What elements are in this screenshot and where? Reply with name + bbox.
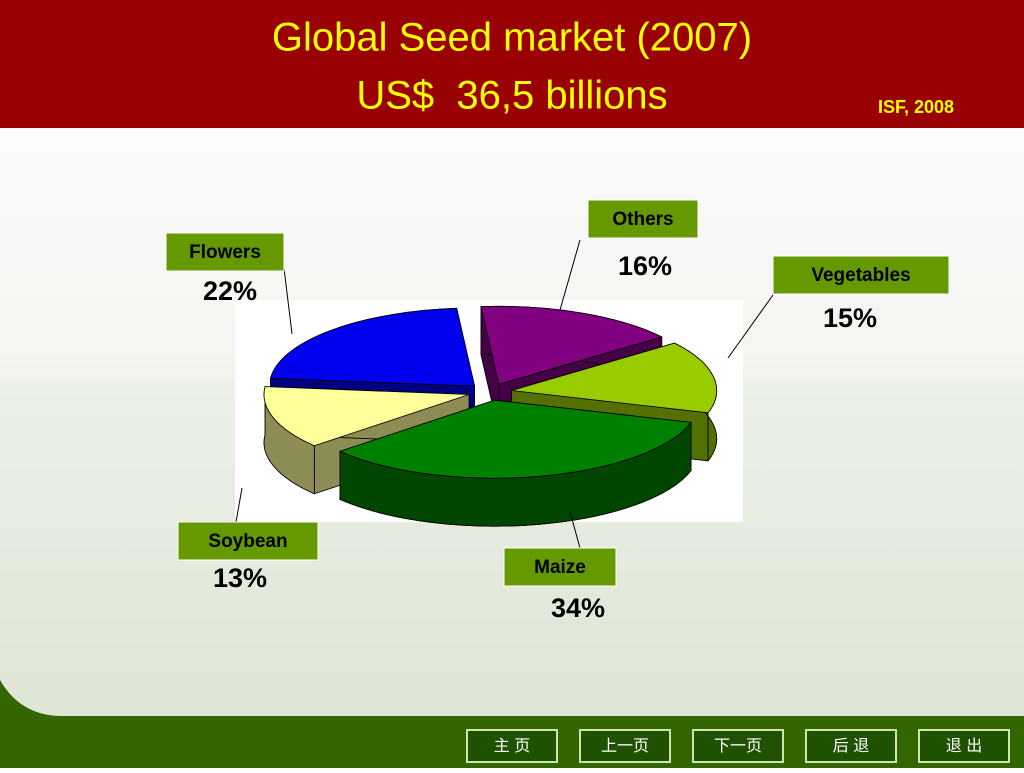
- nav-button-label[interactable]: 下一页: [714, 738, 762, 755]
- category-label: Flowers: [189, 242, 261, 263]
- nav-button[interactable]: 主 页: [466, 729, 558, 763]
- label-box: [165, 232, 285, 272]
- chart-subtitle: US$ 36,5 billions: [356, 74, 667, 118]
- leader-line: [235, 487, 243, 523]
- slice: [263, 386, 470, 447]
- source: ISF, 2008: [878, 97, 954, 117]
- header: [0, 0, 1024, 128]
- labels: Others 16% Vegetables 15% Maize 34% Soybean 13%…: [165, 199, 950, 623]
- nav-button-bg[interactable]: [579, 729, 671, 763]
- label-box: [503, 547, 617, 587]
- nav-button-bg[interactable]: [466, 729, 558, 763]
- slice: [511, 342, 718, 414]
- slice: [338, 399, 692, 479]
- leader-line: [283, 267, 293, 335]
- category-label: Maize: [534, 557, 586, 578]
- nav-button-bg[interactable]: [805, 729, 897, 763]
- nav-button-label[interactable]: 后 退: [833, 737, 869, 755]
- label-box: [177, 521, 319, 561]
- leader-line: [559, 239, 581, 311]
- pie: [263, 305, 718, 527]
- value-label: 15%: [823, 303, 877, 333]
- leader-line: [569, 511, 581, 549]
- nav-button-bg[interactable]: [918, 729, 1010, 763]
- label-box: [772, 255, 950, 295]
- label-box: [587, 199, 699, 239]
- nav-button-label[interactable]: 主 页: [494, 737, 530, 755]
- category-label: Soybean: [208, 531, 287, 552]
- nav-button-bg[interactable]: [692, 729, 784, 763]
- value-label: 16%: [618, 251, 672, 281]
- chart-title: Global Seed market (2007): [272, 16, 752, 60]
- nav-button-label[interactable]: 退 出: [946, 737, 982, 755]
- slice: [480, 305, 663, 385]
- nav-button[interactable]: 后 退: [805, 729, 897, 763]
- slice: [270, 307, 476, 387]
- nav-button[interactable]: 退 出: [918, 729, 1010, 763]
- nav: 主 页 上一页 下一页 后 退 退 出: [466, 729, 1010, 763]
- nav-button[interactable]: 下一页: [692, 729, 784, 763]
- category-label: Vegetables: [811, 265, 910, 286]
- value-label: 13%: [213, 563, 267, 593]
- leader-line: [727, 294, 774, 359]
- nav-button-label[interactable]: 上一页: [601, 737, 649, 755]
- value-label: 22%: [203, 276, 257, 306]
- category-label: Others: [612, 209, 673, 230]
- nav-button[interactable]: 上一页: [579, 729, 671, 763]
- value-label: 34%: [551, 593, 605, 623]
